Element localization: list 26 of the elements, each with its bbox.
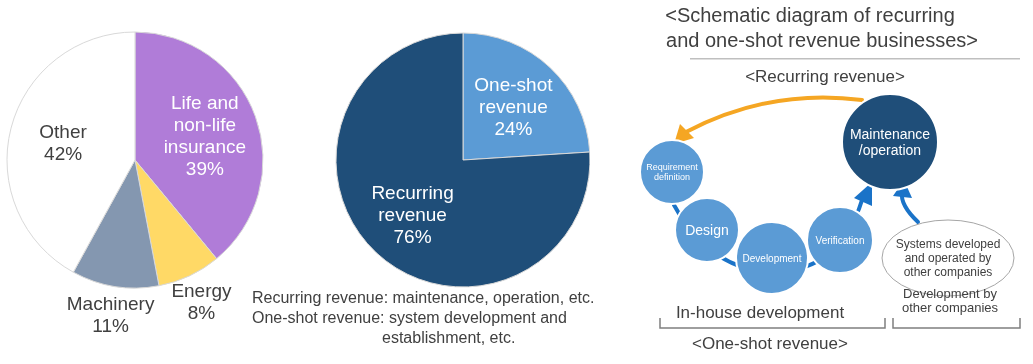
text: Systems developed and operated by other companies <box>895 237 1001 279</box>
text: <One-shot revenue> <box>692 333 849 353</box>
slice-label: Other <box>39 120 88 142</box>
text: In-house development <box>675 302 845 322</box>
text: Maintenance /operation <box>849 125 931 159</box>
data-label: 39% <box>185 157 224 179</box>
text: <Schematic diagram of recurring and one-shot revenue businesses> <box>665 4 978 51</box>
text: <Recurring revenue> <box>745 66 905 86</box>
text: Design <box>685 222 729 238</box>
data-label: 76% <box>393 225 432 247</box>
text: Development by other companies <box>901 285 999 315</box>
text: One-shot revenue: system development and establishment, etc. <box>252 308 568 348</box>
slice-label: One-shot revenue <box>474 73 554 117</box>
text: Verification <box>815 234 865 246</box>
data-label: 8% <box>187 301 216 323</box>
text: Development <box>742 252 802 264</box>
data-label: 11% <box>92 314 129 336</box>
data-label: 42% <box>44 142 83 164</box>
data-label: 24% <box>494 117 533 139</box>
text: Recurring revenue: maintenance, operation, etc. <box>252 288 596 308</box>
slice-label: Life and non-life insurance <box>163 91 247 157</box>
slice-label: Machinery <box>66 292 155 314</box>
text: Requirement definition <box>646 161 699 183</box>
slice-label: Energy <box>171 279 233 301</box>
slice-label: Recurring revenue <box>371 181 454 225</box>
pie-slice <box>335 32 590 288</box>
